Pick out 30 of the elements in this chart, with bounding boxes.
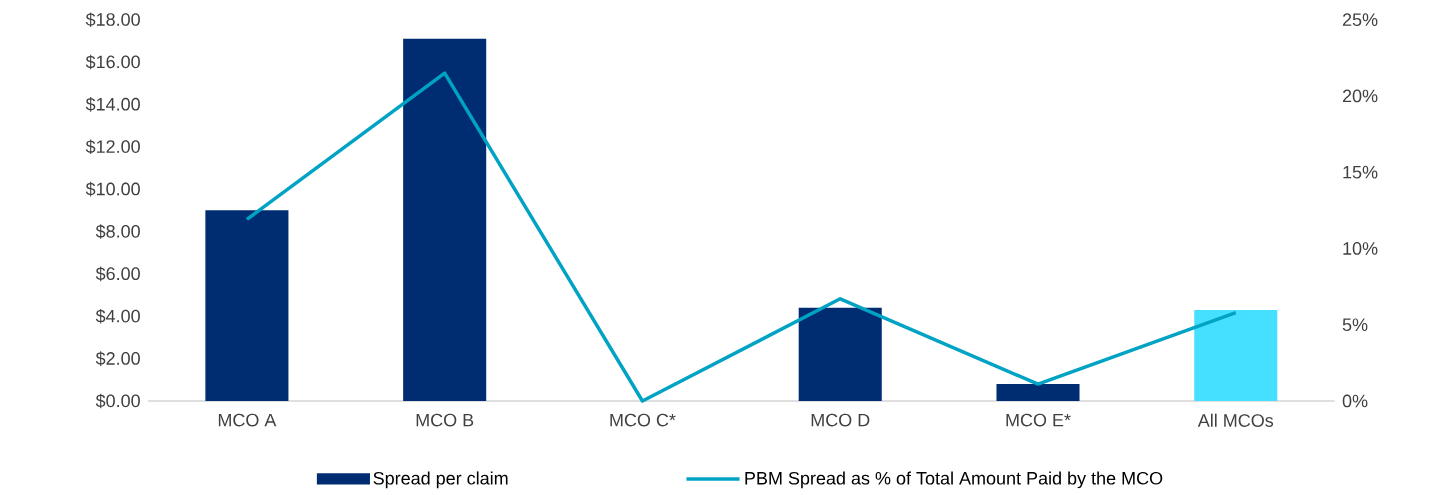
y2-tick-label: 10% bbox=[1343, 242, 1378, 255]
y2-tick-label: 0% bbox=[1342, 394, 1368, 408]
y-tick-label: $18.00 bbox=[85, 12, 140, 27]
line-series bbox=[245, 71, 1238, 403]
y-tick-label: $6.00 bbox=[95, 266, 140, 282]
y-tick-label: $16.00 bbox=[85, 54, 140, 70]
x-tick-label: MCO C* bbox=[610, 413, 676, 427]
legend-label: PBM Spread as % of Total Amount Paid by the MCO bbox=[745, 471, 1163, 489]
x-tick-label: MCO D bbox=[811, 413, 870, 427]
y-tick-label: $10.00 bbox=[85, 181, 140, 197]
x-tick-label: MCO B bbox=[416, 413, 474, 427]
x-tick-label: MCO E* bbox=[1006, 413, 1071, 427]
y-tick-label: $14.00 bbox=[85, 97, 140, 112]
y-tick-label: $8.00 bbox=[95, 224, 140, 239]
y-tick-label: $12.00 bbox=[85, 139, 140, 155]
legend-label: Spread per claim bbox=[373, 471, 508, 489]
bar bbox=[996, 384, 1080, 401]
bar bbox=[205, 210, 289, 401]
y-tick-label: $4.00 bbox=[95, 308, 140, 324]
y2-tick-label: 20% bbox=[1342, 89, 1378, 103]
y2-tick-label: 15% bbox=[1343, 165, 1378, 179]
y-tick-label: $0.00 bbox=[95, 393, 140, 409]
bar bbox=[1194, 309, 1278, 401]
x-tick-label: All MCOs bbox=[1197, 413, 1274, 427]
y-tick-label: $2.00 bbox=[95, 351, 140, 366]
bar bbox=[403, 38, 487, 401]
y2-tick-label: 5% bbox=[1342, 318, 1368, 332]
bar bbox=[798, 307, 882, 401]
y2-tick-label: 25% bbox=[1342, 13, 1378, 27]
x-tick-label: MCO A bbox=[218, 413, 277, 427]
